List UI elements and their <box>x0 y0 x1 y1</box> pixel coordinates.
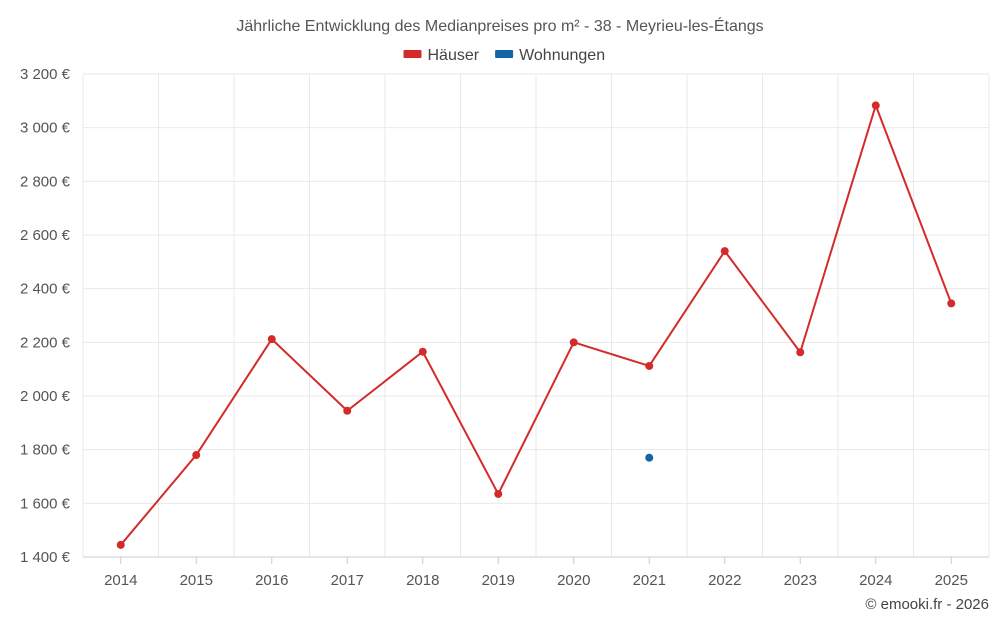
data-point[interactable] <box>871 101 880 110</box>
x-tick-label: 2025 <box>935 572 968 589</box>
legend-label: Wohnungen <box>519 47 605 64</box>
y-tick-label: 1 800 € <box>20 442 71 459</box>
data-point[interactable] <box>645 361 654 370</box>
y-tick-label: 2 800 € <box>20 173 71 190</box>
data-point[interactable] <box>796 348 805 357</box>
y-tick-label: 1 600 € <box>20 495 71 512</box>
legend-label: Häuser <box>428 47 480 64</box>
chart-title: Jährliche Entwicklung des Medianpreises … <box>236 16 763 35</box>
legend-swatch <box>403 50 422 58</box>
data-point[interactable] <box>569 338 578 347</box>
x-tick-label: 2022 <box>708 572 741 589</box>
x-tick-label: 2021 <box>633 572 666 589</box>
data-point[interactable] <box>720 247 729 256</box>
x-tick-label: 2015 <box>180 572 213 589</box>
y-tick-label: 2 400 € <box>20 281 71 298</box>
data-point[interactable] <box>947 299 956 308</box>
data-point[interactable] <box>494 489 503 498</box>
y-tick-label: 3 200 € <box>20 66 71 83</box>
x-tick-label: 2019 <box>482 572 515 589</box>
x-tick-label: 2023 <box>784 572 817 589</box>
x-tick-label: 2020 <box>557 572 590 589</box>
x-tick-label: 2017 <box>331 572 364 589</box>
x-tick-label: 2014 <box>104 572 137 589</box>
axes: 1 400 € 1 600 € 1 800 € 2 000 € 2 200 € 2 400… <box>20 66 989 589</box>
legend: Häuser Wohnungen <box>403 47 605 64</box>
y-tick-label: 2 000 € <box>20 388 71 405</box>
y-tick-label: 2 600 € <box>20 227 71 244</box>
x-tick-label: 2016 <box>255 572 288 589</box>
data-point[interactable] <box>116 540 125 549</box>
x-tick-label: 2024 <box>859 572 892 589</box>
legend-swatch <box>495 50 514 58</box>
legend-item-0[interactable]: Häuser <box>403 47 480 64</box>
y-tick-label: 1 400 € <box>20 549 71 566</box>
credit-text: © emooki.fr - 2026 <box>865 596 989 613</box>
data-point[interactable] <box>343 406 352 415</box>
data-point[interactable] <box>267 335 276 344</box>
data-point[interactable] <box>645 453 654 462</box>
legend-item-1[interactable]: Wohnungen <box>495 47 605 64</box>
x-tick-label: 2018 <box>406 572 439 589</box>
grid <box>82 73 990 557</box>
series <box>116 101 956 549</box>
y-tick-label: 2 200 € <box>20 334 71 351</box>
data-point[interactable] <box>418 347 427 356</box>
series-line-0 <box>119 104 953 546</box>
y-tick-label: 3 000 € <box>20 120 71 137</box>
data-point[interactable] <box>192 451 201 460</box>
